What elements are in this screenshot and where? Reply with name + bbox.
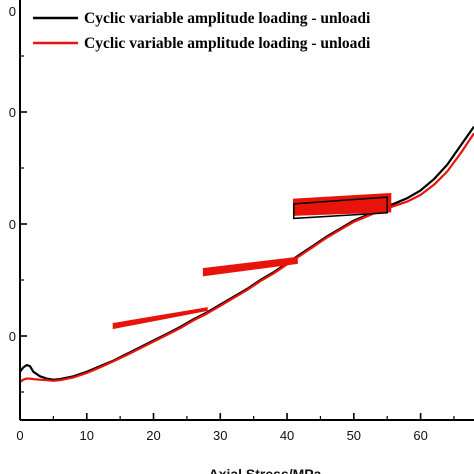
x-axis-title: Axial Stress/MPa xyxy=(209,466,322,474)
loop-4 xyxy=(292,196,388,220)
x-tick-label: 50 xyxy=(347,428,361,443)
y-tick-label: 0 xyxy=(9,329,16,344)
y-tick-label: 0 xyxy=(9,105,16,120)
y-tick-label: 0 xyxy=(9,4,16,19)
loop-2 xyxy=(202,256,298,277)
x-tick-label: 10 xyxy=(80,428,94,443)
x-tick-label: 30 xyxy=(213,428,227,443)
legend-label-2: Cyclic variable amplitude loading - unlo… xyxy=(84,35,371,52)
axes: 0 10 20 30 40 50 60 0 0 0 0 xyxy=(9,0,474,443)
series-line-2 xyxy=(20,132,474,383)
x-tick-label: 60 xyxy=(413,428,427,443)
series-line-1 xyxy=(20,125,474,381)
x-tick-label: 0 xyxy=(16,428,23,443)
legend-label-1: Cyclic variable amplitude loading - unlo… xyxy=(84,10,371,27)
loops-layer xyxy=(112,192,392,330)
x-tick-label: 40 xyxy=(280,428,294,443)
series-layer xyxy=(20,125,474,383)
loop-1 xyxy=(112,307,208,330)
legend: Cyclic variable amplitude loading - unlo… xyxy=(33,10,371,52)
x-tick-label: 20 xyxy=(146,428,160,443)
y-tick-label: 0 xyxy=(9,217,16,232)
